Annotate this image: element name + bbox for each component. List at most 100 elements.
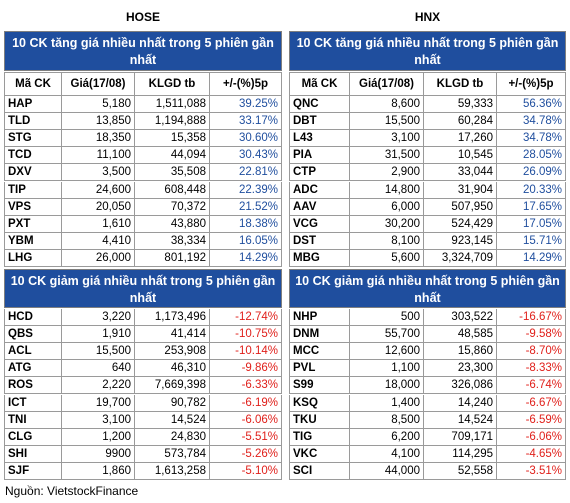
ticker: CLG xyxy=(4,428,62,446)
change: 56.36% xyxy=(497,96,566,114)
ticker: ROS xyxy=(4,377,62,395)
change: 30.60% xyxy=(210,130,282,148)
change: -6.74% xyxy=(497,377,566,395)
ticker: MBG xyxy=(289,249,350,267)
change: 14.29% xyxy=(210,249,282,267)
change: -6.06% xyxy=(210,411,282,429)
ticker: TIP xyxy=(4,181,62,199)
value: 4,410 xyxy=(62,232,135,250)
change: 17.05% xyxy=(497,215,566,233)
value: 15,500 xyxy=(350,113,424,131)
value: 303,522 xyxy=(424,309,497,327)
value: 14,524 xyxy=(135,411,210,429)
ticker: TKU xyxy=(289,411,350,429)
ticker: TIG xyxy=(289,428,350,446)
ticker: DXV xyxy=(4,164,62,182)
value: 59,333 xyxy=(424,96,497,114)
value: 60,284 xyxy=(424,113,497,131)
ticker: MCC xyxy=(289,343,350,361)
ticker: DST xyxy=(289,232,350,250)
value: 2,220 xyxy=(62,377,135,395)
value: 1,200 xyxy=(62,428,135,446)
value: 44,000 xyxy=(350,462,424,480)
ticker: VCG xyxy=(289,215,350,233)
change: -6.33% xyxy=(210,377,282,395)
value: 1,613,258 xyxy=(135,462,210,480)
change: -12.74% xyxy=(210,309,282,327)
ticker: NHP xyxy=(289,309,350,327)
column-header: Mã CK xyxy=(4,72,62,96)
ticker: QNC xyxy=(289,96,350,114)
ticker: HAP xyxy=(4,96,62,114)
ticker: LHG xyxy=(4,249,62,267)
change: 18.38% xyxy=(210,215,282,233)
value: 573,784 xyxy=(135,445,210,463)
column-header: Giá(17/08) xyxy=(62,72,135,96)
change: 34.78% xyxy=(497,113,566,131)
value: 801,192 xyxy=(135,249,210,267)
ticker: ACL xyxy=(4,343,62,361)
value: 5,600 xyxy=(350,249,424,267)
ticker: SHI xyxy=(4,445,62,463)
change: -8.33% xyxy=(497,360,566,378)
value: 500 xyxy=(350,309,424,327)
ticker: QBS xyxy=(4,326,62,344)
change: 30.43% xyxy=(210,147,282,165)
change: -5.26% xyxy=(210,445,282,463)
value: 24,830 xyxy=(135,428,210,446)
column-header: +/-(%)5p xyxy=(497,72,566,96)
exchange-name: HNX xyxy=(414,10,441,24)
value: 3,500 xyxy=(62,164,135,182)
value: 14,240 xyxy=(424,394,497,412)
value: 3,100 xyxy=(62,411,135,429)
column-header: KLGD tb xyxy=(135,72,210,96)
value: 26,000 xyxy=(62,249,135,267)
value: 2,900 xyxy=(350,164,424,182)
column-header: Giá(17/08) xyxy=(350,72,424,96)
value: 48,585 xyxy=(424,326,497,344)
panel-title: 10 CK giảm giá nhiều nhất trong 5 phiên … xyxy=(289,269,566,308)
panel-title: 10 CK tăng giá nhiều nhất trong 5 phiên … xyxy=(289,31,566,71)
ticker: L43 xyxy=(289,130,350,148)
value: 38,334 xyxy=(135,232,210,250)
value: 8,500 xyxy=(350,411,424,429)
change: 39.25% xyxy=(210,96,282,114)
change: 33.17% xyxy=(210,113,282,131)
change: 34.78% xyxy=(497,130,566,148)
change: -5.51% xyxy=(210,428,282,446)
source: Nguồn: VietstockFinance xyxy=(5,484,139,498)
ticker: SCI xyxy=(289,462,350,480)
value: 1,860 xyxy=(62,462,135,480)
change: 14.29% xyxy=(497,249,566,267)
value: 52,558 xyxy=(424,462,497,480)
value: 1,400 xyxy=(350,394,424,412)
value: 70,372 xyxy=(135,198,210,216)
ticker: AAV xyxy=(289,198,350,216)
change: 22.39% xyxy=(210,181,282,199)
value: 19,700 xyxy=(62,394,135,412)
ticker: TCD xyxy=(4,147,62,165)
change: -9.86% xyxy=(210,360,282,378)
value: 6,000 xyxy=(350,198,424,216)
change: -9.58% xyxy=(497,326,566,344)
value: 10,545 xyxy=(424,147,497,165)
value: 1,511,088 xyxy=(135,96,210,114)
value: 1,910 xyxy=(62,326,135,344)
value: 14,524 xyxy=(424,411,497,429)
change: -16.67% xyxy=(497,309,566,327)
value: 11,100 xyxy=(62,147,135,165)
ticker: DBT xyxy=(289,113,350,131)
column-header: KLGD tb xyxy=(424,72,497,96)
value: 608,448 xyxy=(135,181,210,199)
ticker: ATG xyxy=(4,360,62,378)
value: 507,950 xyxy=(424,198,497,216)
value: 15,358 xyxy=(135,130,210,148)
value: 709,171 xyxy=(424,428,497,446)
change: -6.67% xyxy=(497,394,566,412)
column-header: +/-(%)5p xyxy=(210,72,282,96)
change: 15.71% xyxy=(497,232,566,250)
ticker: VKC xyxy=(289,445,350,463)
change: 20.33% xyxy=(497,181,566,199)
value: 15,860 xyxy=(424,343,497,361)
value: 3,100 xyxy=(350,130,424,148)
